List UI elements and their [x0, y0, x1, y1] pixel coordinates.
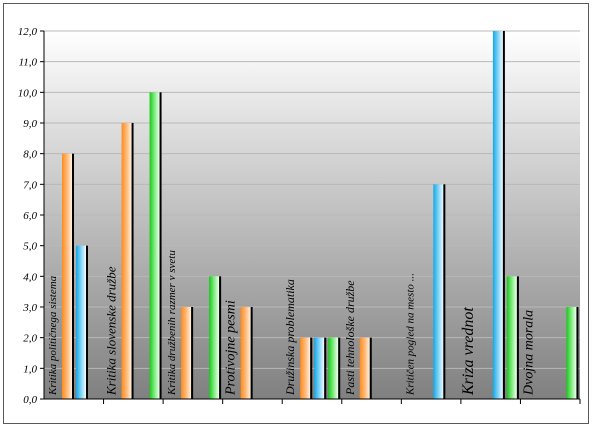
category-label: Dvojna morala: [521, 310, 536, 396]
y-tick-label: 8,0: [23, 149, 37, 161]
bar-shadow: [310, 337, 313, 399]
bar-orange-5: [300, 337, 311, 399]
category-label: Kritika slovenske družbe: [104, 266, 119, 396]
bar-orange-2: [121, 123, 132, 399]
category-label: Pasti tehnološke družbe: [343, 280, 357, 396]
bar-shadow: [86, 245, 88, 399]
bar-orange-4: [240, 307, 251, 399]
y-tick-label: 12,0: [18, 26, 38, 38]
bar-blue-1: [76, 245, 86, 399]
y-tick-label: 10,0: [18, 87, 38, 99]
bar-shadow: [219, 276, 222, 399]
y-tick-label: 3,0: [22, 302, 37, 314]
y-tick-label: 9,0: [23, 118, 37, 130]
bar-orange-3: [181, 307, 192, 399]
y-tick-label: 1,0: [23, 363, 37, 375]
bar-blue-8: [492, 31, 503, 399]
bar-shadow: [159, 92, 162, 399]
bar-orange-1: [62, 153, 72, 399]
bar-shadow: [338, 337, 341, 399]
bar-green-9: [566, 307, 577, 399]
bar-shadow: [191, 307, 194, 399]
y-axis: 0,0 1,0 2,0 3,0 4,0 5,0 6,0 7,0 8,0 9,0 10,0 11,0 12…: [18, 26, 45, 406]
bar-shadow: [324, 337, 327, 399]
y-tick-label: 11,0: [19, 57, 38, 69]
bar-shadow: [443, 184, 446, 399]
y-tick-label: 4,0: [23, 271, 37, 283]
category-label: Kritika političnega sistema: [47, 275, 59, 396]
y-tick-label: 5,0: [23, 241, 37, 253]
bar-chart: 0,0 1,0 2,0 3,0 4,0 5,0 6,0 7,0 8,0 9,0 10,0 11,0 12…: [18, 26, 581, 406]
bar-green-5: [328, 337, 339, 399]
y-tick-label: 2,0: [23, 333, 37, 345]
category-label: Družinska problematika: [283, 279, 297, 396]
bar-shadow: [369, 337, 372, 399]
chart-frame: 0,0 1,0 2,0 3,0 4,0 5,0 6,0 7,0 8,0 9,0 10,0 11,0 12…: [3, 3, 589, 424]
bar-shadow: [576, 307, 579, 399]
bar-shadow: [250, 307, 253, 399]
y-tick-label: 7,0: [23, 179, 37, 191]
bar-green-8: [506, 276, 517, 399]
y-tick-label: 0,0: [23, 394, 37, 406]
category-labels: Kritika političnega sistema Kritika slove…: [47, 250, 536, 396]
bar-shadow: [502, 31, 505, 399]
category-label: Kriza vrednot: [460, 307, 477, 396]
bar-green-3: [209, 276, 220, 399]
bar-shadow: [72, 153, 74, 399]
category-label: Kritičen pogled na mesto ...: [404, 273, 416, 396]
bar-shadow: [516, 276, 519, 399]
bar-blue-5: [314, 337, 325, 399]
bar-green-2: [149, 92, 160, 399]
bars: [62, 31, 579, 399]
y-tick-label: 6,0: [23, 210, 37, 222]
bar-orange-6: [359, 337, 370, 399]
bar-shadow: [131, 123, 134, 399]
bar-blue-7: [433, 184, 444, 399]
category-label: Protivojne pesmi: [224, 300, 239, 396]
category-label: Kritika družbenih razmer v svetu: [166, 250, 178, 396]
